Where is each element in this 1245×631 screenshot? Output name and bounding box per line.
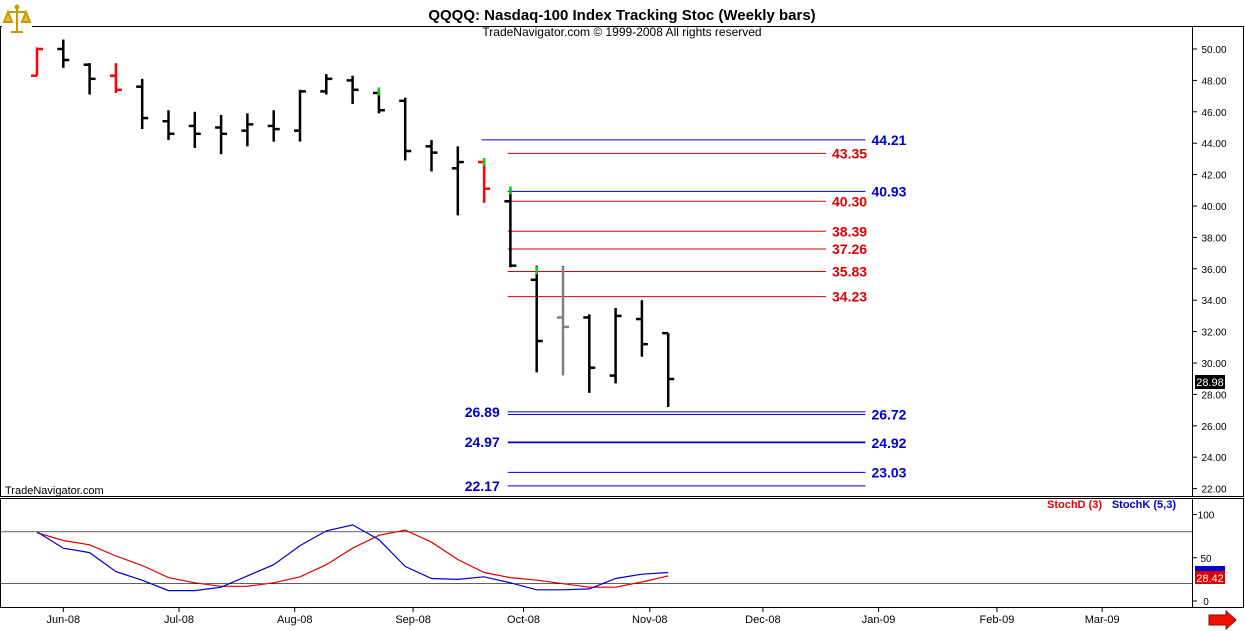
price-axis-label: 36.00 — [1201, 265, 1226, 276]
time-axis-label: Aug-08 — [277, 614, 312, 626]
level-label: 43.35 — [832, 145, 867, 161]
price-panel — [0, 26, 1244, 497]
time-axis-label: Mar-09 — [1085, 614, 1120, 626]
price-axis-label: 24.00 — [1201, 453, 1226, 464]
time-axis-label: Sep-08 — [395, 614, 430, 626]
last-price-value: 28.98 — [1196, 377, 1224, 389]
price-axis-label: 22.00 — [1201, 485, 1226, 496]
stochd-line — [36, 529, 669, 588]
level-label: 24.92 — [871, 435, 906, 451]
price-axis: 22.00 24.00 26.00 28.00 30.00 32.00 34.00 36.00… — [1192, 45, 1227, 496]
legend-stochd: StochD (3) — [1047, 499, 1102, 511]
level-label: 44.21 — [871, 132, 906, 148]
price-axis-label: 30.00 — [1201, 359, 1226, 370]
price-axis-label: 26.00 — [1201, 422, 1226, 433]
legend-stochk: StochK (5,3) — [1112, 499, 1177, 511]
time-axis-label: Jan-09 — [862, 614, 896, 626]
price-axis-label: 44.00 — [1201, 139, 1226, 150]
stoch-axis-label: 0 — [1203, 597, 1209, 608]
stoch-value-tag — [1195, 571, 1225, 584]
chart-title: QQQQ: Nasdaq-100 Index Tracking Stoc (We… — [428, 7, 815, 24]
price-axis-label: 32.00 — [1201, 328, 1226, 339]
last-price-tag — [1195, 375, 1225, 389]
stochk-line — [36, 524, 669, 592]
time-axis-label: Dec-08 — [745, 614, 780, 626]
time-axis-label: Jul-08 — [164, 614, 194, 626]
level-label: 26.89 — [465, 404, 500, 420]
price-bars — [31, 39, 675, 407]
level-label: 40.30 — [832, 193, 867, 209]
stoch-value-tag-blue — [1195, 566, 1225, 572]
level-label: 26.72 — [871, 406, 906, 422]
level-label: 22.17 — [465, 478, 500, 494]
time-axis-label: Jun-08 — [46, 614, 80, 626]
price-axis-label: 34.00 — [1201, 296, 1226, 307]
price-axis-label: 28.00 — [1201, 390, 1226, 401]
level-label: 38.39 — [832, 223, 867, 239]
watermark-text: TradeNavigator.com — [5, 485, 104, 497]
scroll-right-arrow-icon[interactable] — [1208, 609, 1237, 631]
level-label: 34.23 — [832, 289, 867, 305]
level-label: 40.93 — [871, 183, 906, 199]
level-label: 35.83 — [832, 263, 867, 279]
price-axis-label: 40.00 — [1201, 202, 1226, 213]
stoch-last-value: 28.42 — [1196, 573, 1224, 585]
price-axis-label: 48.00 — [1201, 76, 1226, 87]
level-label: 24.97 — [465, 434, 500, 450]
time-axis-label: Nov-08 — [632, 614, 667, 626]
price-axis-label: 50.00 — [1201, 45, 1226, 56]
price-axis-label: 46.00 — [1201, 108, 1226, 119]
stoch-axis-label: 50 — [1200, 554, 1212, 565]
time-axis-label: Oct-08 — [507, 614, 540, 626]
copyright-text: TradeNavigator.com © 1999-2008 All right… — [482, 25, 761, 39]
time-axis: Jun-08 Jul-08 Aug-08 Sep-08 Oct-08 Nov-08 Dec-… — [46, 608, 1120, 626]
logo — [2, 3, 32, 35]
level-label: 37.26 — [832, 241, 867, 257]
time-axis-label: Feb-09 — [980, 614, 1015, 626]
price-axis-label: 42.00 — [1201, 171, 1226, 182]
stochastic-plot: 0 50 100 — [1, 511, 1215, 608]
price-axis-label: 38.00 — [1201, 233, 1226, 244]
level-label: 23.03 — [871, 464, 906, 480]
stoch-axis-label: 100 — [1198, 511, 1215, 522]
